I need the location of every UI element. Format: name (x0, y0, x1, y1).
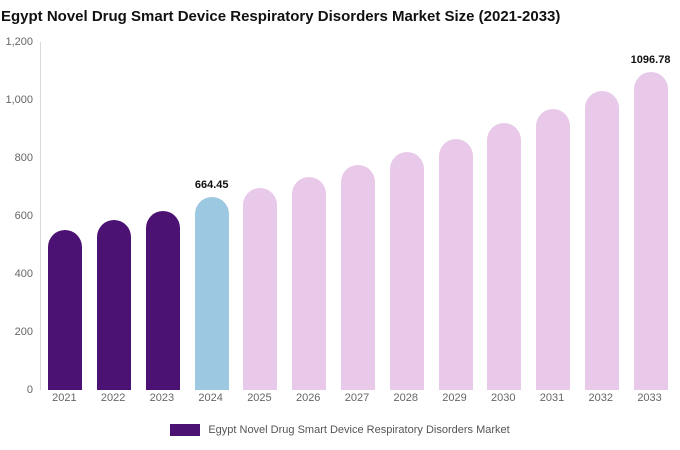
x-tick-2022: 2022 (100, 392, 126, 404)
bar-slot-2022 (90, 42, 138, 390)
x-tick-2029: 2029 (442, 392, 467, 404)
bar-slot-2027 (334, 42, 382, 390)
bar-2030[interactable] (487, 123, 522, 390)
bar-2027[interactable] (340, 165, 375, 390)
legend-swatch (170, 424, 201, 436)
bar-slot-2033: 1096.78 (627, 42, 675, 390)
x-tick-2028: 2028 (393, 392, 418, 404)
y-tick-600: 600 (14, 210, 33, 222)
bar-slot-2030 (480, 42, 528, 390)
bar-value-label-2024: 664.45 (194, 179, 229, 191)
bar-slot-2032 (578, 42, 626, 390)
bar-slot-2031 (529, 42, 577, 390)
legend-label: Egypt Novel Drug Smart Device Respirator… (208, 424, 510, 436)
bar-slot-2023 (139, 42, 187, 390)
bar-2032[interactable] (584, 91, 619, 390)
bar-2029[interactable] (438, 139, 473, 390)
bar-2033[interactable] (633, 72, 668, 390)
bar-slot-2024: 664.45 (188, 42, 236, 390)
x-tick-2023: 2023 (149, 392, 175, 404)
x-tick-2031: 2031 (539, 392, 565, 404)
y-tick-200: 200 (14, 326, 33, 338)
bar-2022[interactable] (97, 220, 132, 390)
y-tick-400: 400 (14, 268, 33, 280)
x-tick-2026: 2026 (295, 392, 321, 404)
bar-2031[interactable] (536, 109, 571, 390)
y-tick-800: 800 (14, 152, 33, 164)
x-tick-2025: 2025 (247, 392, 272, 404)
chart-title: Egypt Novel Drug Smart Device Respirator… (1, 8, 561, 25)
bar-2021[interactable] (48, 230, 83, 390)
bar-2024[interactable] (194, 197, 229, 390)
x-tick-2027: 2027 (344, 392, 370, 404)
bar-value-label-2033: 1096.78 (630, 54, 671, 66)
x-tick-2030: 2030 (491, 392, 516, 404)
legend[interactable]: Egypt Novel Drug Smart Device Respirator… (0, 424, 680, 436)
y-axis: 0 200 400 600 800 1,000 1,200 (0, 36, 36, 396)
bar-2023[interactable] (145, 211, 180, 390)
bar-slot-2026 (285, 42, 333, 390)
bar-2026[interactable] (292, 177, 327, 390)
x-tick-2032: 2032 (588, 392, 614, 404)
bar-slot-2025 (236, 42, 284, 390)
bar-slot-2021 (41, 42, 89, 390)
x-axis: 2021 2022 2023 2024 2025 2026 2027 2028 2029 2030… (40, 392, 674, 404)
bar-2028[interactable] (389, 152, 424, 390)
bar-2025[interactable] (243, 188, 278, 390)
y-tick-0: 0 (26, 384, 33, 396)
y-tick-1000: 1,000 (5, 94, 33, 106)
plot-area: 664.45 1096.78 (40, 42, 675, 390)
x-tick-2024: 2024 (198, 392, 223, 404)
plot-area-wrap: 664.45 1096.78 (40, 42, 674, 390)
x-tick-2021: 2021 (52, 392, 77, 404)
x-tick-2033: 2033 (637, 392, 662, 404)
bar-slot-2028 (383, 42, 431, 390)
bar-slot-2029 (432, 42, 480, 390)
y-tick-1200: 1,200 (5, 36, 33, 48)
